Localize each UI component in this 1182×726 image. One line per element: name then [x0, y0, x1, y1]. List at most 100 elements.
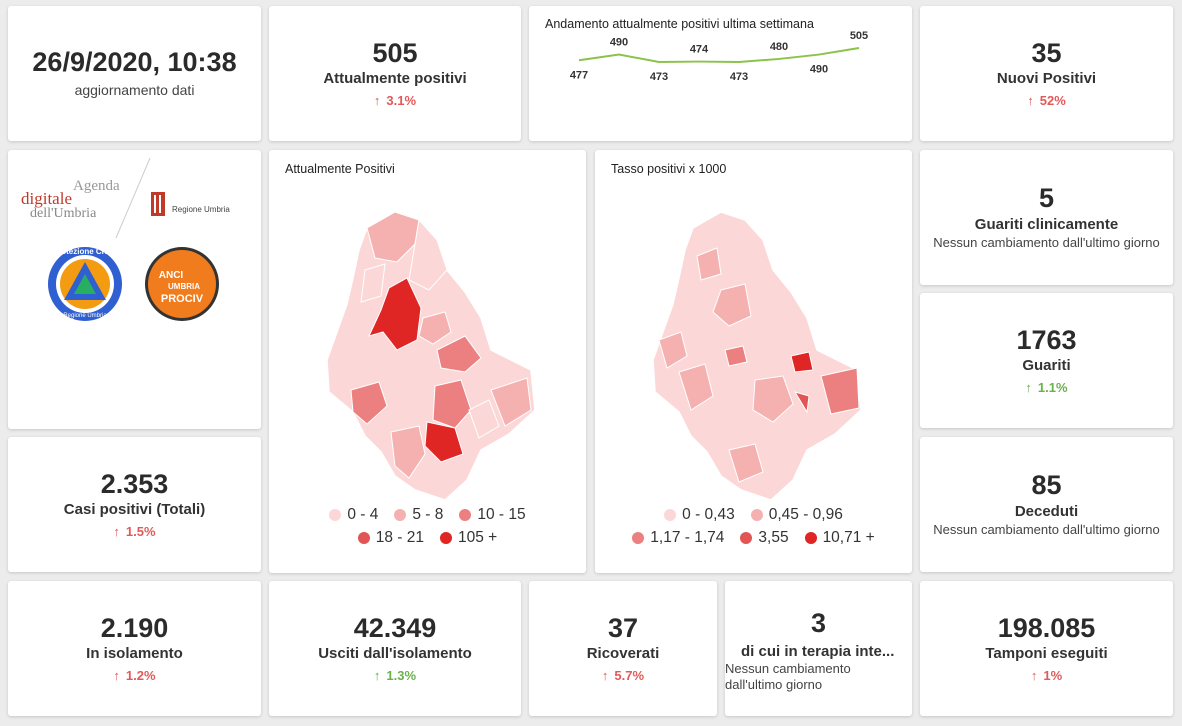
attualmente-positivi-delta: ↑ 3.1% [373, 93, 417, 109]
legend-item: 0 - 4 [329, 506, 378, 524]
legend-swatch [459, 509, 472, 521]
datetime-card: 26/9/2020, 10:38 aggiornamento dati [8, 6, 261, 141]
usciti-delta: ↑ 1.3% [373, 668, 417, 684]
legend-swatch [632, 532, 645, 544]
arrow-up-icon: ↑ [113, 524, 120, 540]
guariti-clinicamente-card: 5 Guariti clinicamente Nessun cambiament… [920, 150, 1173, 285]
ricoverati-value: 37 [607, 612, 639, 643]
map-positivi-legend: 0 - 4 5 - 8 10 - 15 18 - 21 105 + [269, 506, 586, 552]
isolamento-value: 2.190 [100, 612, 169, 643]
anci-logo-line3: PROCIV [161, 293, 204, 305]
deceduti-label: Deceduti [1014, 502, 1079, 520]
tamponi-value: 198.085 [997, 612, 1096, 643]
anci-logo-line1: ANCI [159, 270, 184, 281]
deceduti-note: Nessun cambiamento dall'ultimo giorno [933, 521, 1160, 537]
umbria-map-tasso [652, 211, 862, 500]
map-tasso-legend: 0 - 0,43 0,45 - 0,96 1,17 - 1,74 3,55 10… [595, 506, 912, 552]
trend-point-label: 473 [730, 71, 748, 83]
nuovi-positivi-delta: ↑ 52% [1027, 93, 1066, 109]
map-attualmente-positivi-card: Attualmente Positivi 0 - 4 5 - 8 10 - 15… [269, 150, 586, 573]
legend-swatch [329, 509, 342, 521]
terapia-value: 3 [810, 608, 827, 638]
legend-swatch [357, 532, 370, 544]
map-positivi-title: Attualmente Positivi [285, 162, 395, 176]
agenda-logo-line2: digitale [21, 189, 72, 208]
terapia-note: Nessun cambiamento dall'ultimo giorno [725, 661, 851, 693]
legend-swatch [804, 532, 817, 544]
nuovi-positivi-value: 35 [1031, 37, 1062, 68]
deceduti-value: 85 [1031, 470, 1062, 501]
agenda-logo-line3: dell'Umbria [30, 206, 97, 221]
trend-title: Andamento attualmente positivi ultima se… [545, 17, 814, 31]
ricoverati-card: 37 Ricoverati ↑ 5.7% [529, 581, 717, 716]
legend-item: 0 - 0,43 [664, 506, 735, 524]
guariti-card: 1763 Guariti ↑ 1.1% [920, 293, 1173, 428]
legend-swatch [394, 509, 407, 521]
agenda-logo-line1: Agenda [73, 178, 120, 194]
anci-logo-line2: UMBRIA [168, 282, 200, 291]
legend-item: 10 - 15 [459, 506, 526, 524]
protezione-civile-top: Protezione Civile [53, 247, 118, 256]
trend-point-label: 490 [810, 64, 828, 76]
guariti-clinicamente-note: Nessun cambiamento dall'ultimo giorno [933, 234, 1160, 250]
isolamento-delta: ↑ 1.2% [113, 668, 156, 684]
casi-totali-label: Casi positivi (Totali) [63, 501, 206, 519]
map-tasso-card: Tasso positivi x 1000 0 - 0,43 0,45 - 0,… [595, 150, 912, 573]
usciti-label: Usciti dall'isolamento [318, 645, 472, 663]
arrow-up-icon: ↑ [373, 668, 381, 684]
legend-swatch [440, 532, 453, 544]
deceduti-card: 85 Deceduti Nessun cambiamento dall'ulti… [920, 437, 1173, 572]
guariti-clinicamente-label: Guariti clinicamente [974, 215, 1119, 233]
terapia-card: 3 di cui in terapia inte... Nessun cambi… [725, 581, 912, 716]
trend-point-label: 490 [610, 37, 628, 49]
isolamento-label: In isolamento [86, 645, 183, 663]
guariti-clinicamente-value: 5 [1038, 183, 1055, 214]
tamponi-delta: ↑ 1% [1030, 668, 1063, 684]
trend-point-label: 505 [850, 30, 868, 42]
trend-point-label: 473 [650, 71, 668, 83]
usciti-value: 42.349 [353, 612, 437, 643]
logos-graphic: Agenda digitale dell'Umbria Regione Umbr… [21, 157, 230, 321]
legend-item: 1,17 - 1,74 [632, 529, 724, 547]
casi-totali-card: 2.353 Casi positivi (Totali) ↑ 1.5% [8, 437, 261, 572]
legend-item: 0,45 - 0,96 [750, 506, 843, 524]
arrow-up-icon: ↑ [1027, 93, 1034, 109]
legend-swatch [750, 509, 763, 521]
trend-sparkline: 477 490 473 474 473 480 490 505 [570, 30, 868, 83]
map-tasso-title: Tasso positivi x 1000 [611, 162, 727, 176]
ricoverati-delta: ↑ 5.7% [601, 668, 645, 684]
attualmente-positivi-value: 505 [372, 37, 418, 68]
trend-card: Andamento attualmente positivi ultima se… [529, 6, 912, 141]
arrow-up-icon: ↑ [113, 668, 120, 684]
regione-umbria-logo: Regione Umbria [172, 205, 230, 214]
attualmente-positivi-card: 505 Attualmente positivi ↑ 3.1% [269, 6, 521, 141]
umbria-map-positivi [326, 211, 536, 500]
tamponi-label: Tamponi eseguiti [985, 645, 1108, 663]
casi-totali-delta: ↑ 1.5% [113, 524, 156, 540]
nuovi-positivi-label: Nuovi Positivi [996, 70, 1097, 88]
legend-swatch [740, 532, 753, 544]
attualmente-positivi-label: Attualmente positivi [323, 70, 467, 88]
legend-item: 10,71 + [804, 529, 875, 547]
guariti-label: Guariti [1022, 357, 1071, 375]
arrow-up-icon: ↑ [373, 93, 381, 109]
guariti-value: 1763 [1016, 324, 1077, 355]
legend-item: 105 + [440, 529, 497, 547]
trend-point-label: 477 [570, 69, 588, 81]
arrow-up-icon: ↑ [601, 668, 609, 684]
legend-swatch [664, 509, 677, 521]
protezione-civile-bottom: Regione Umbria [63, 313, 107, 319]
logos-card: Agenda digitale dell'Umbria Regione Umbr… [8, 150, 261, 429]
legend-item: 3,55 [740, 529, 789, 547]
nuovi-positivi-card: 35 Nuovi Positivi ↑ 52% [920, 6, 1173, 141]
arrow-up-icon: ↑ [1030, 668, 1038, 684]
update-datetime: 26/9/2020, 10:38 [32, 46, 237, 77]
guariti-delta: ↑ 1.1% [1025, 380, 1068, 396]
casi-totali-value: 2.353 [100, 468, 169, 499]
trend-point-label: 480 [770, 41, 788, 53]
trend-line [578, 47, 860, 64]
legend-item: 5 - 8 [394, 506, 443, 524]
usciti-card: 42.349 Usciti dall'isolamento ↑ 1.3% [269, 581, 521, 716]
terapia-label: di cui in terapia inte... [741, 643, 895, 660]
tamponi-card: 198.085 Tamponi eseguiti ↑ 1% [920, 581, 1173, 716]
